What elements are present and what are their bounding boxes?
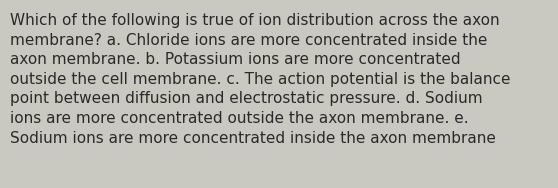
Text: Which of the following is true of ion distribution across the axon
membrane? a. : Which of the following is true of ion di… (10, 13, 511, 146)
